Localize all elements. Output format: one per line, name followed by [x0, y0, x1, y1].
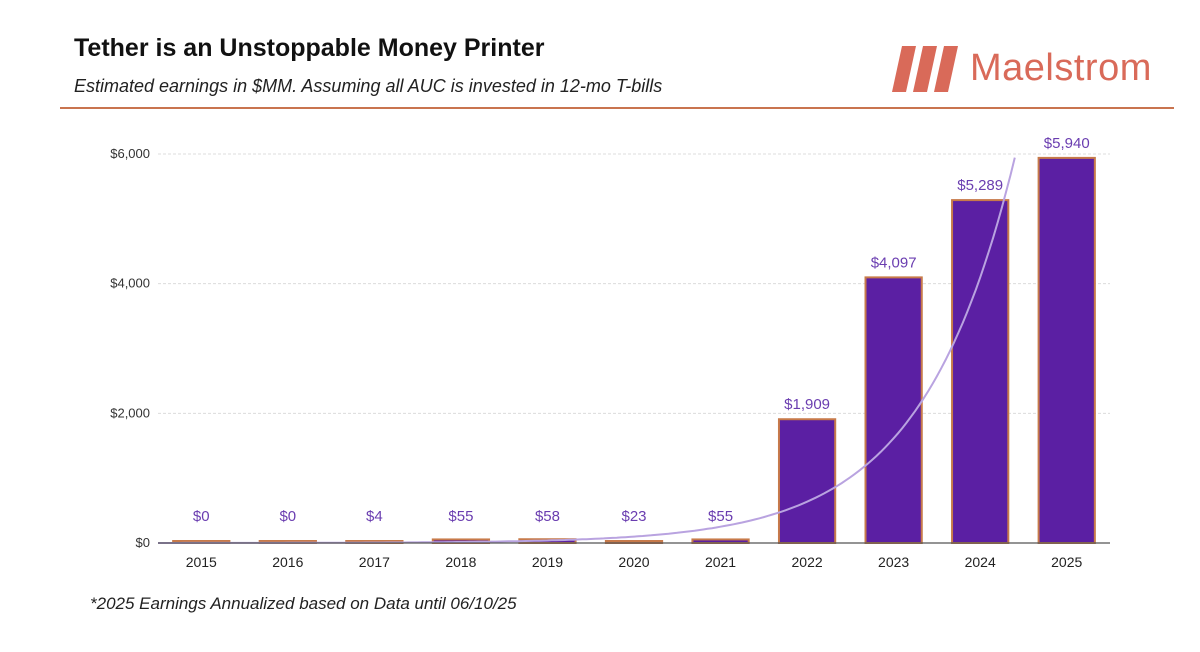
data-label-2015: $0 [193, 508, 210, 525]
footnote: *2025 Earnings Annualized based on Data … [90, 594, 517, 613]
y-tick-label: $6,000 [110, 146, 150, 161]
x-tick-label: 2020 [618, 554, 649, 570]
y-tick-label: $4,000 [110, 276, 150, 291]
data-label-2018: $55 [448, 508, 473, 525]
brand-name: Maelstrom [970, 46, 1152, 89]
x-tick-label: 2017 [359, 554, 390, 570]
x-tick-label: 2019 [532, 554, 563, 570]
data-label-2024: $5,289 [957, 177, 1003, 194]
x-tick-label: 2018 [445, 554, 476, 570]
chart-subtitle: Estimated earnings in $MM. Assuming all … [74, 76, 663, 96]
x-tick-label: 2021 [705, 554, 736, 570]
bar-2024 [951, 199, 1010, 544]
data-label-2022: $1,909 [784, 396, 830, 413]
data-label-2023: $4,097 [871, 254, 917, 271]
data-label-2017: $4 [366, 508, 383, 525]
x-tick-label: 2025 [1051, 554, 1082, 570]
y-tick-label: $2,000 [110, 405, 150, 420]
bar-2022 [777, 418, 837, 544]
data-label-2021: $55 [708, 508, 733, 525]
data-label-2025: $5,940 [1044, 135, 1090, 152]
data-label-2019: $58 [535, 508, 560, 525]
x-tick-label: 2024 [965, 554, 996, 570]
y-tick-label: $0 [136, 535, 150, 550]
x-tick-label: 2023 [878, 554, 909, 570]
data-label-2020: $23 [621, 508, 646, 525]
data-label-2016: $0 [279, 508, 296, 525]
chart-title: Tether is an Unstoppable Money Printer [74, 34, 545, 62]
x-tick-label: 2015 [186, 554, 217, 570]
bar-2023 [864, 276, 923, 544]
bar-2025 [1037, 156, 1096, 544]
maelstrom-bars-icon [892, 46, 958, 92]
x-tick-label: 2016 [272, 554, 303, 570]
maelstrom-logo: Maelstrom [892, 40, 1152, 96]
x-tick-label: 2022 [792, 554, 823, 570]
header-divider [60, 107, 1174, 109]
